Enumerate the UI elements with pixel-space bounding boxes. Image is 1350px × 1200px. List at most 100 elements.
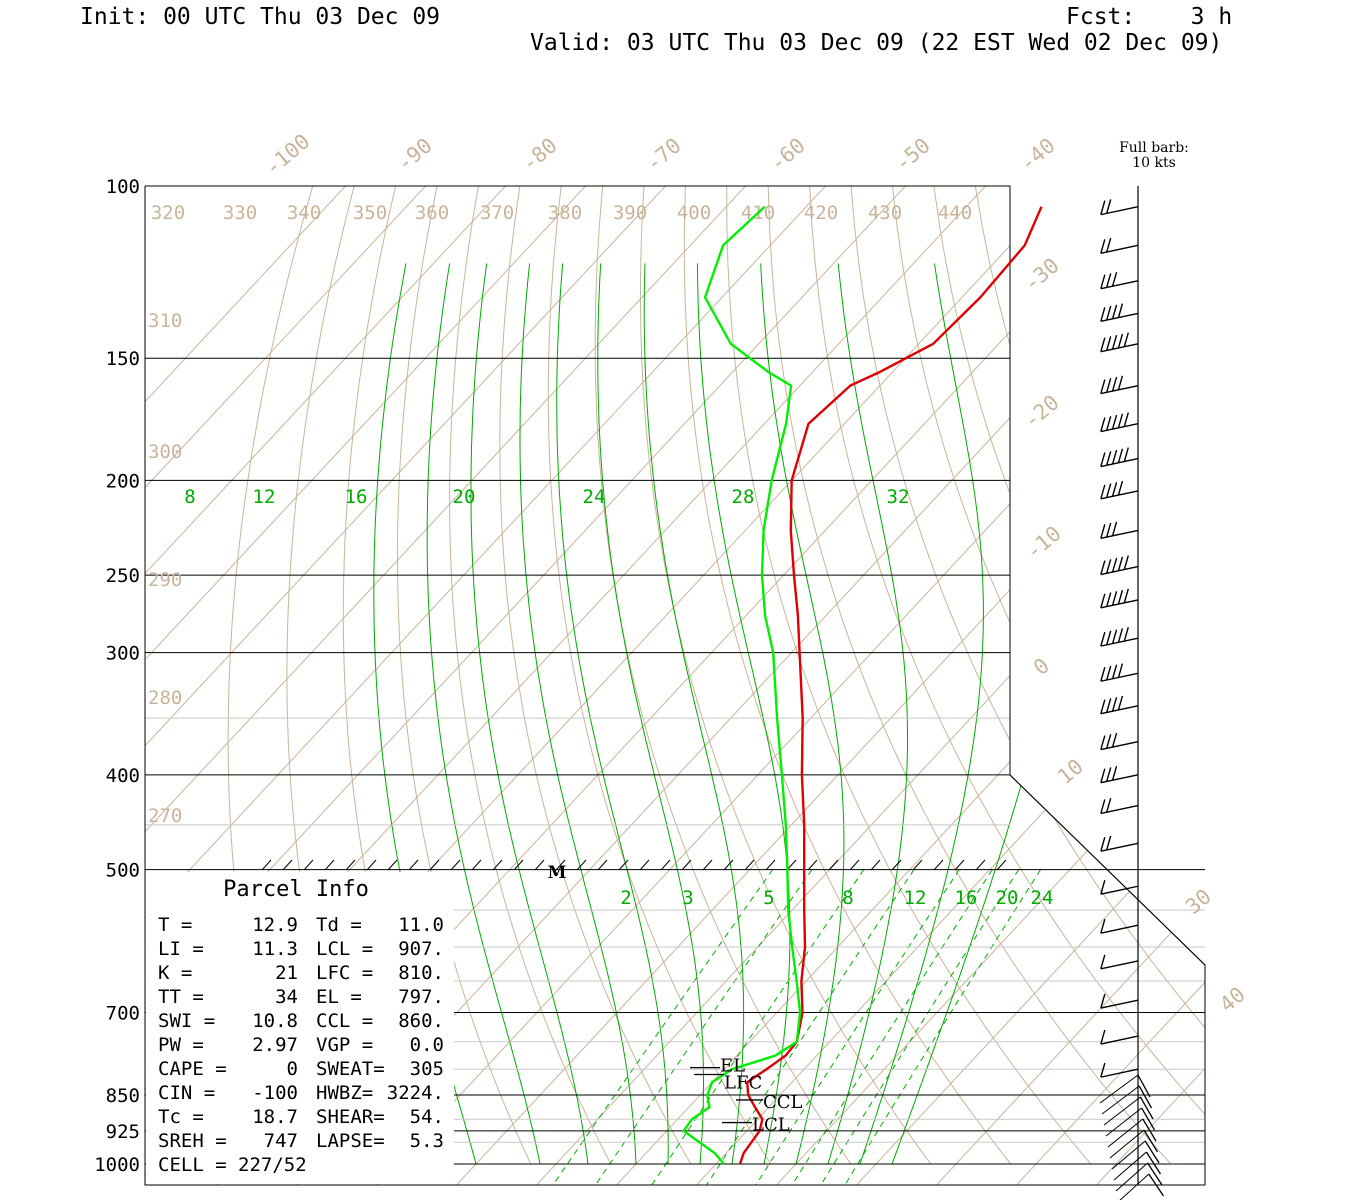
- isotherm--150: [145, 186, 388, 1185]
- barb-feather: [1100, 799, 1106, 814]
- barb-legend-line2: 10 kts: [1132, 155, 1176, 171]
- isotherm-label--30: -30: [1019, 253, 1063, 296]
- hatch-mark: [282, 859, 293, 871]
- hatch-mark: [954, 859, 965, 871]
- surface-barb-tail-0: [1099, 1074, 1139, 1104]
- barb-feather: [1117, 333, 1124, 349]
- sat-adiabat-label-24: 24: [583, 486, 606, 508]
- barb-feather: [1111, 271, 1118, 287]
- barb-feather: [1100, 200, 1106, 215]
- dry-adiabat-340: [767, 186, 1172, 1165]
- hatch-mark: [471, 859, 482, 871]
- barb-feather: [1106, 835, 1112, 851]
- barb-feather: [1117, 556, 1124, 571]
- theta-left-label-270: 270: [148, 805, 182, 827]
- surface-barb-tail-8: [1115, 1162, 1148, 1192]
- isotherm--80: [145, 186, 948, 1185]
- wind-barb-1: [1100, 237, 1139, 254]
- mixing-ratio-label-16: 16: [955, 887, 978, 909]
- theta-label-340: 340: [287, 202, 321, 224]
- barb-feather: [1100, 239, 1106, 254]
- sat-adiabat-label-12: 12: [253, 486, 276, 508]
- hatch-mark: [261, 859, 272, 871]
- level-label-ccl: CCL: [763, 1092, 803, 1113]
- barb-shaft: [1100, 1035, 1139, 1045]
- parcel-value: 18.7: [252, 1106, 298, 1128]
- isotherm-label--90: -90: [392, 133, 436, 176]
- barb-feather: [1117, 375, 1124, 390]
- barb-feather: [1100, 918, 1106, 934]
- barb-feather: [1106, 199, 1112, 214]
- hatch-mark: [450, 859, 461, 871]
- surface-barb-tail-1: [1101, 1085, 1140, 1115]
- pressure-label-850: 850: [106, 1085, 140, 1107]
- barb-feather: [1117, 480, 1124, 496]
- barb-feather: [1100, 452, 1106, 467]
- barb-feather: [1123, 555, 1129, 570]
- surface-barb-tail-4: [1107, 1118, 1144, 1148]
- barb-feather: [1100, 524, 1106, 539]
- barb-feather: [1111, 629, 1118, 644]
- hatch-mark: [849, 859, 860, 871]
- isotherm--130: [145, 186, 548, 1185]
- parcel-key: Td =: [316, 914, 362, 936]
- sat-adiabat-label-8: 8: [184, 486, 195, 508]
- barb-feather: [1106, 767, 1112, 782]
- barb-feather: [1111, 766, 1118, 781]
- barb-shaft: [1100, 206, 1139, 216]
- barb-shaft: [1100, 999, 1139, 1009]
- hatch-mark: [408, 859, 419, 871]
- isotherm-10: [696, 186, 1205, 1185]
- parcel-value: 12.9: [252, 914, 298, 936]
- parcel-value: 21: [275, 962, 298, 984]
- parcel-key: Tc =: [158, 1106, 204, 1128]
- mixing-ratio-label-2: 2: [620, 887, 631, 909]
- wind-barb-15: [1100, 732, 1139, 751]
- barb-feather: [1117, 628, 1124, 643]
- barb-feather: [1106, 416, 1112, 431]
- wind-barb-22: [1100, 993, 1139, 1009]
- barb-feather: [1111, 449, 1118, 465]
- barb-feather: [1111, 557, 1118, 573]
- theta-left-label-280: 280: [148, 687, 182, 709]
- hatch-mark: [891, 859, 902, 871]
- barb-feather: [1100, 560, 1106, 575]
- pressure-label-200: 200: [106, 470, 140, 492]
- parcel-panel-bg: [146, 872, 454, 1184]
- saturation-adiabat-10: [859, 263, 984, 1165]
- saturation-adiabat-1: [426, 263, 541, 1165]
- mixing-ratio-label-12: 12: [904, 887, 927, 909]
- parcel-key: EL =: [316, 986, 362, 1008]
- init-time: Init: 00 UTC Thu 03 Dec 09: [80, 4, 441, 30]
- hatch-mark: [744, 859, 755, 871]
- theta-left-label-300: 300: [148, 441, 182, 463]
- parcel-key: CIN =: [158, 1082, 215, 1104]
- barb-feather: [1111, 335, 1118, 350]
- pressure-label-400: 400: [106, 765, 140, 787]
- saturation-adiabat-2: [470, 263, 589, 1165]
- hatch-mark: [681, 859, 692, 871]
- dry-adiabat-450: [1224, 186, 1350, 1164]
- theta-label-430: 430: [868, 202, 902, 224]
- hatch-mark: [534, 859, 545, 871]
- parcel-key: SHEAR=: [316, 1106, 385, 1128]
- barb-feather: [1111, 482, 1118, 497]
- parcel-key: CAPE =: [158, 1058, 227, 1080]
- isotherm--10: [536, 186, 1205, 1185]
- barb-feather: [1123, 332, 1129, 347]
- parcel-value: 5.3: [410, 1130, 444, 1152]
- isotherm-label--50: -50: [890, 133, 934, 176]
- fcst-value: 3 h: [1190, 4, 1233, 30]
- wind-barb-7: [1100, 447, 1139, 468]
- hatch-mark: [639, 859, 650, 871]
- parcel-key: HWBZ=: [316, 1082, 373, 1104]
- parcel-value: 0: [287, 1058, 298, 1080]
- barb-feather: [1106, 451, 1112, 466]
- frame-diagonal: [1009, 774, 1206, 966]
- parcel-value: 860.: [398, 1010, 444, 1032]
- hatch-mark: [492, 859, 503, 871]
- theta-label-400: 400: [677, 202, 711, 224]
- surface-barb-6: [1144, 1140, 1160, 1164]
- theta-label-350: 350: [353, 202, 387, 224]
- parcel-key: TT =: [158, 986, 204, 1008]
